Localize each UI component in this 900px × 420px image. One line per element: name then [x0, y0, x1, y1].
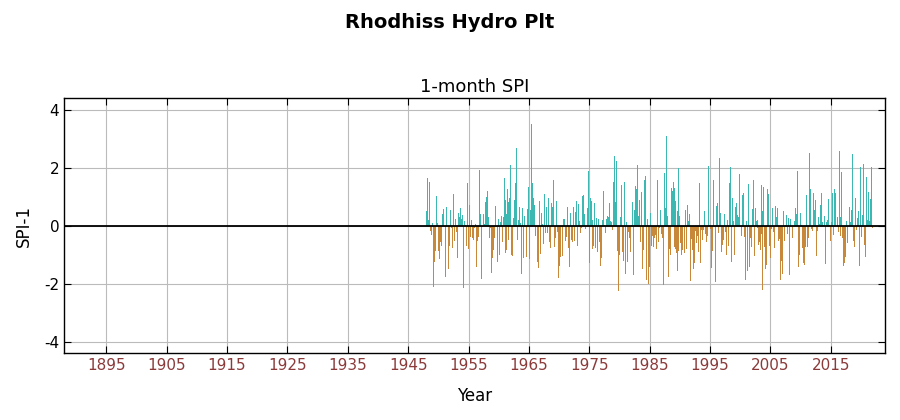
X-axis label: Year: Year	[457, 387, 492, 405]
Text: Rhodhiss Hydro Plt: Rhodhiss Hydro Plt	[346, 13, 554, 32]
Y-axis label: SPI-1: SPI-1	[15, 205, 33, 247]
Title: 1-month SPI: 1-month SPI	[420, 79, 529, 97]
